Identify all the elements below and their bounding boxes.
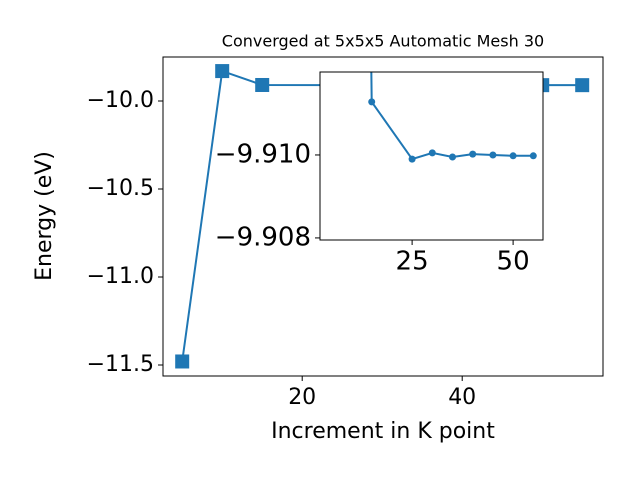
y-tick-label: −9.908	[215, 222, 311, 252]
y-axis-label: Energy (eV)	[32, 151, 57, 281]
main-frame	[162, 56, 604, 377]
marker	[575, 78, 590, 93]
marker	[255, 77, 270, 92]
y-tick-label: −9.910	[215, 139, 311, 169]
marker	[469, 150, 477, 158]
marker	[175, 354, 190, 369]
marker	[368, 98, 376, 106]
x-tick-label: 50	[497, 247, 530, 277]
marker	[408, 155, 416, 163]
y-tick-label: −11.0	[87, 264, 154, 289]
inset-frame	[319, 71, 544, 241]
chart-title: Converged at 5x5x5 Automatic Mesh 30	[222, 32, 544, 51]
y-tick-label: −10.0	[87, 88, 154, 113]
marker	[529, 152, 537, 160]
inset-plot	[368, 72, 537, 163]
y-tick-label: −11.5	[87, 352, 154, 377]
marker	[428, 149, 436, 157]
x-tick-label: 20	[288, 385, 316, 410]
x-tick-label: 25	[396, 247, 429, 277]
marker	[489, 151, 497, 159]
marker	[509, 152, 517, 160]
x-tick-label: 40	[448, 385, 476, 410]
marker	[449, 153, 457, 161]
y-tick-label: −10.5	[87, 176, 154, 201]
x-axis-label: Increment in K point	[271, 419, 495, 444]
marker	[215, 64, 230, 79]
